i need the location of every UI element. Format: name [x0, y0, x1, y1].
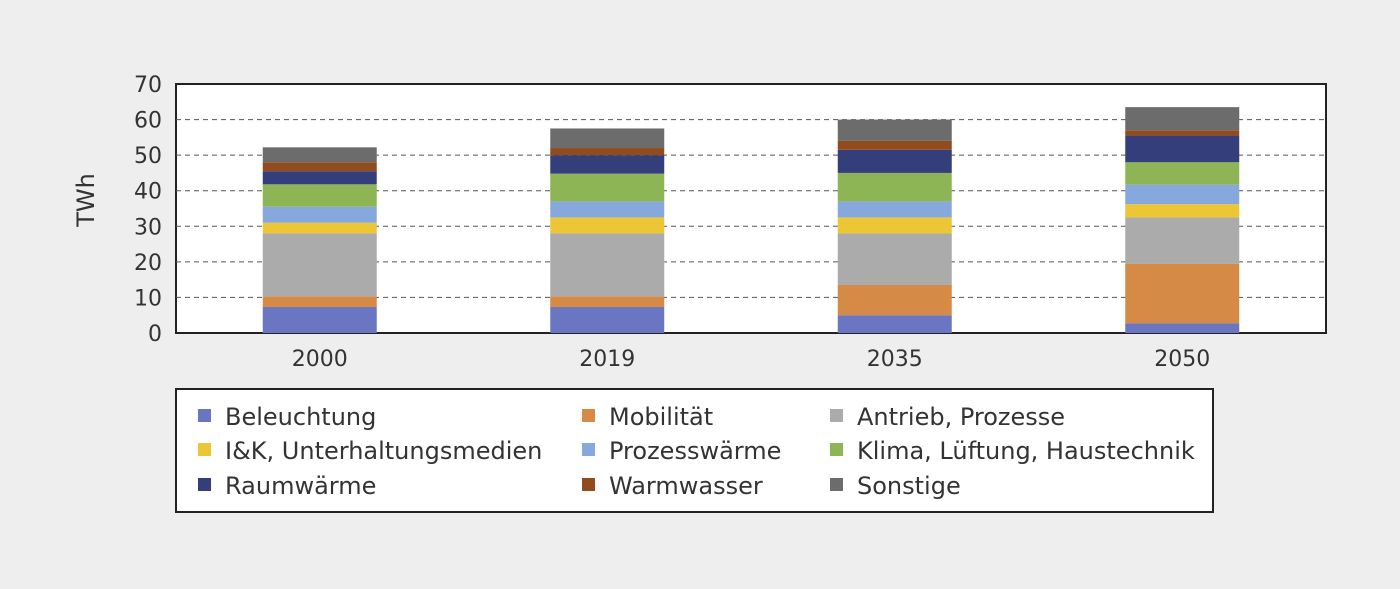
x-tick-label: 2000 [292, 347, 348, 372]
legend-label: Prozesswärme [609, 437, 781, 465]
bar-segment [550, 128, 665, 149]
legend-label: Antrieb, Prozesse [857, 403, 1065, 431]
bar-segment [837, 233, 952, 285]
y-tick-label: 20 [134, 251, 162, 276]
bar-segment [262, 184, 377, 207]
bar-segment [550, 217, 665, 234]
bar-segment [262, 162, 377, 172]
y-tick-label: 70 [134, 73, 162, 98]
bar-segment [1125, 217, 1240, 264]
bar-segment [837, 201, 952, 218]
y-tick-label: 50 [134, 144, 162, 169]
bar-segment [1125, 130, 1240, 136]
legend-swatch [830, 478, 843, 491]
legend-label: Raumwärme [225, 472, 376, 500]
bar-segment [837, 284, 952, 316]
bar-segment [837, 119, 952, 141]
x-tick-label: 2035 [867, 347, 923, 372]
bar-segment [550, 148, 665, 156]
legend-swatch [198, 409, 211, 422]
bar-segment [837, 140, 952, 150]
bar-segment [1125, 184, 1240, 205]
bar-segment [262, 296, 377, 308]
legend-label: Sonstige [857, 472, 961, 500]
bar-segment [1125, 204, 1240, 218]
legend-box [175, 388, 1214, 513]
bar-segment [550, 296, 665, 308]
bar-segment [550, 233, 665, 297]
legend-swatch [582, 409, 595, 422]
bar-segment [837, 149, 952, 173]
y-tick-label: 0 [148, 322, 162, 347]
legend-swatch [830, 409, 843, 422]
bar-segment [262, 171, 377, 185]
legend-swatch [198, 443, 211, 456]
legend-label: Klima, Lüftung, Haustechnik [857, 437, 1195, 465]
bar-segment [1125, 162, 1240, 185]
bar-segment [550, 173, 665, 202]
bar-segment [837, 172, 952, 202]
bar-segment [550, 201, 665, 218]
y-tick-label: 30 [134, 215, 162, 240]
bar-segment [262, 147, 377, 163]
y-tick-label: 10 [134, 286, 162, 311]
bars [262, 107, 1240, 333]
y-tick-label: 60 [134, 109, 162, 134]
bar-segment [550, 307, 665, 333]
x-tick-label: 2050 [1154, 347, 1210, 372]
y-axis-ticks: 0 10 20 30 40 50 60 70 [134, 73, 162, 347]
bar-segment [262, 222, 377, 234]
x-tick-label: 2019 [579, 347, 635, 372]
bar-segment [1125, 263, 1240, 324]
bar-segment [550, 155, 665, 174]
legend-label: Mobilität [609, 403, 713, 431]
bar-segment [837, 217, 952, 234]
legend-swatch [198, 478, 211, 491]
legend-label: I&K, Unterhaltungsmedien [225, 437, 542, 465]
x-axis-ticks: 2000 2019 2035 2050 [292, 347, 1211, 372]
legend-swatch [830, 443, 843, 456]
bar-segment [1125, 107, 1240, 131]
bar-segment [262, 307, 377, 333]
bar-segment [1125, 323, 1240, 333]
legend-swatch [582, 443, 595, 456]
bar-segment [262, 206, 377, 223]
legend-label: Beleuchtung [225, 403, 376, 431]
legend: Beleuchtung Mobilität Antrieb, Prozesse I&K… [198, 403, 1195, 500]
bar-segment [262, 233, 377, 297]
bar-segment [837, 315, 952, 333]
legend-label: Warmwasser [609, 472, 763, 500]
y-tick-label: 40 [134, 180, 162, 205]
bar-segment [1125, 135, 1240, 163]
y-axis-title: TWh [72, 173, 100, 228]
legend-swatch [582, 478, 595, 491]
